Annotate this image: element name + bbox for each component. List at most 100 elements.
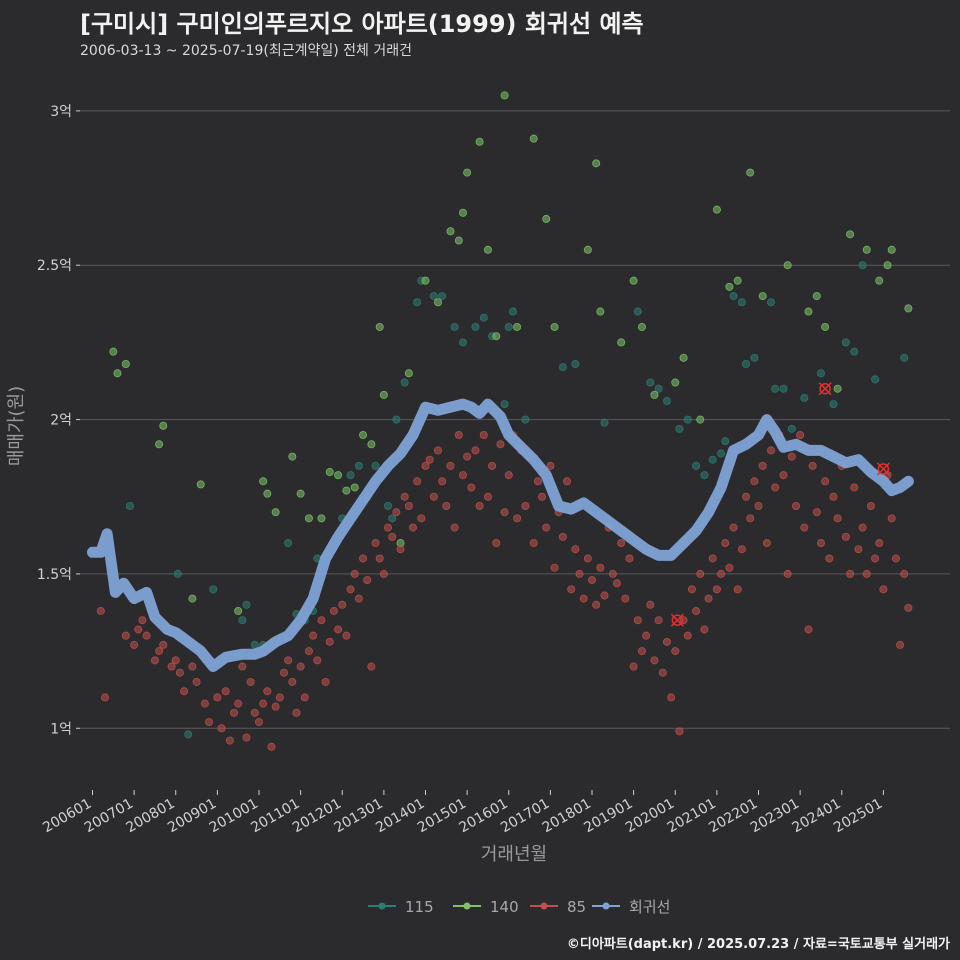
data-point-85 [791, 501, 800, 510]
data-point-85 [671, 647, 680, 656]
data-point-85 [875, 539, 884, 548]
data-point-140 [887, 245, 896, 254]
data-point-115 [458, 338, 467, 347]
highlight-cross [876, 462, 890, 476]
data-point-85 [409, 523, 418, 532]
data-point-140 [259, 477, 268, 486]
data-point-85 [496, 440, 505, 449]
data-point-85 [588, 576, 597, 585]
data-point-140 [733, 276, 742, 285]
data-point-115 [500, 400, 509, 409]
data-point-85 [612, 579, 621, 588]
data-point-115 [479, 313, 488, 322]
data-point-85 [167, 662, 176, 671]
data-point-115 [600, 418, 609, 427]
data-point-140 [712, 205, 721, 214]
data-point-85 [96, 606, 105, 615]
data-point-85 [846, 569, 855, 578]
data-point-140 [342, 486, 351, 495]
data-point-85 [309, 631, 318, 640]
data-point-85 [446, 461, 455, 470]
data-point-85 [592, 600, 601, 609]
data-point-85 [463, 452, 472, 461]
data-point-140 [513, 322, 522, 331]
data-point-85 [221, 687, 230, 696]
data-point-85 [742, 492, 751, 501]
data-point-115 [858, 261, 867, 270]
data-point-85 [205, 718, 214, 727]
data-point-85 [904, 603, 913, 612]
data-point-115 [816, 369, 825, 378]
data-point-115 [125, 501, 134, 510]
data-point-140 [542, 214, 551, 223]
data-point-140 [271, 508, 280, 517]
data-point-140 [463, 168, 472, 177]
data-point-85 [504, 471, 513, 480]
data-point-85 [130, 640, 139, 649]
data-point-85 [687, 585, 696, 594]
data-point-85 [438, 477, 447, 486]
legend-label-85: 85 [567, 898, 586, 916]
data-point-85 [721, 539, 730, 548]
data-point-115 [750, 353, 759, 362]
legend-label-115: 115 [405, 898, 434, 916]
data-point-85 [654, 616, 663, 625]
data-point-85 [896, 640, 905, 649]
data-point-85 [850, 483, 859, 492]
data-point-140 [617, 338, 626, 347]
data-point-85 [100, 693, 109, 702]
data-point-85 [479, 430, 488, 439]
data-point-85 [529, 539, 538, 548]
data-point-85 [171, 656, 180, 665]
data-point-85 [637, 647, 646, 656]
data-point-140 [862, 245, 871, 254]
data-point-115 [779, 384, 788, 393]
data-point-85 [841, 532, 850, 541]
data-point-85 [325, 637, 334, 646]
data-point-140 [475, 137, 484, 146]
data-point-85 [450, 523, 459, 532]
data-point-85 [363, 576, 372, 585]
data-point-85 [700, 625, 709, 634]
data-point-85 [550, 563, 559, 572]
data-point-85 [871, 554, 880, 563]
data-point-85 [779, 471, 788, 480]
y-axis-ticks: 1억 1.5억 2억 2.5억 3억 [37, 104, 80, 737]
data-point-115 [571, 359, 580, 368]
data-point-85 [879, 585, 888, 594]
data-point-85 [804, 625, 813, 634]
data-point-85 [816, 539, 825, 548]
data-point-115 [413, 298, 422, 307]
data-point-140 [883, 261, 892, 270]
data-point-85 [866, 501, 875, 510]
data-point-140 [629, 276, 638, 285]
data-point-140 [529, 134, 538, 143]
data-point-85 [267, 742, 276, 751]
data-point-85 [692, 606, 701, 615]
data-point-85 [825, 554, 834, 563]
data-point-85 [421, 461, 430, 470]
data-point-140 [833, 384, 842, 393]
data-point-85 [192, 677, 201, 686]
data-point-85 [254, 718, 263, 727]
data-point-115 [392, 415, 401, 424]
data-point-85 [800, 523, 809, 532]
data-point-85 [313, 656, 322, 665]
data-point-85 [563, 477, 572, 486]
data-point-85 [696, 569, 705, 578]
data-point-85 [492, 539, 501, 548]
data-point-85 [667, 693, 676, 702]
data-point-115 [646, 378, 655, 387]
data-point-85 [662, 637, 671, 646]
legend-marker-115 [378, 902, 386, 910]
data-point-85 [134, 625, 143, 634]
data-point-140 [679, 353, 688, 362]
data-point-115 [450, 322, 459, 331]
data-point-140 [454, 236, 463, 245]
y-tick-label: 3억 [50, 104, 72, 120]
data-point-85 [138, 616, 147, 625]
data-point-140 [159, 421, 168, 430]
highlight-cross [670, 613, 684, 627]
data-point-140 [875, 276, 884, 285]
data-point-85 [284, 656, 293, 665]
